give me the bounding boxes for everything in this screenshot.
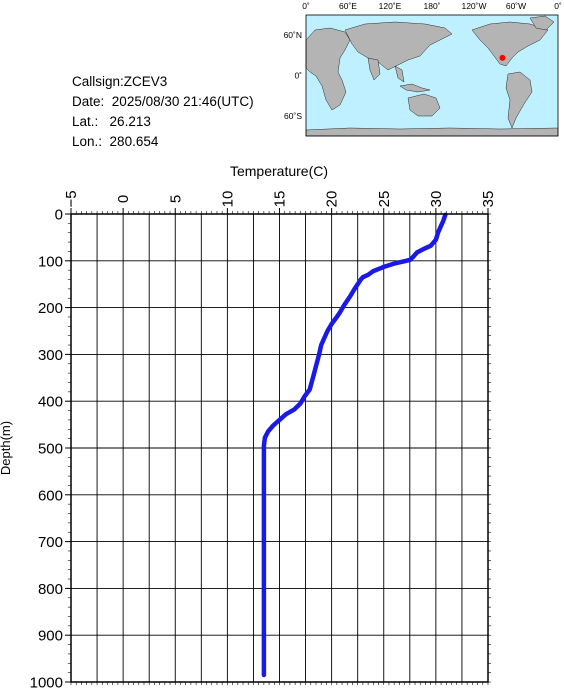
map-land-indonesia [399, 83, 431, 93]
map-lat-tick-label: 60˚S [284, 111, 302, 121]
x-tick-label: 25 [376, 191, 393, 208]
y-axis-label: Depth(m) [0, 421, 13, 475]
map-lon-tick-label: 120˚W [461, 1, 486, 11]
map-lon-tick-label: 60˚E [339, 1, 357, 11]
map-lon-tick-label: 180˚ [423, 1, 440, 11]
y-tick-label: 200 [38, 300, 63, 317]
map-lon-tick-label: 0˚ [554, 1, 562, 11]
lat-label: Lat.: [72, 114, 99, 129]
map-land-north-america [471, 21, 549, 67]
x-axis-ticks: −5 0 5 10 15 20 25 30 35 [63, 190, 497, 685]
lat-value: 26.213 [109, 114, 151, 129]
x-tick-label: 30 [428, 191, 445, 208]
x-tick-label: 0 [115, 195, 132, 203]
map-longitude-ticks: 0˚ 60˚E 120˚E 180˚ 120˚W 60˚W 0˚ [302, 1, 562, 11]
x-axis-label: Temperature(C) [230, 163, 328, 179]
temperature-profile-line [261, 212, 448, 678]
map-land-africa-europe [305, 27, 351, 111]
date-value: 2025/08/30 21:46(UTC) [111, 94, 254, 109]
map-lon-tick-label: 0˚ [302, 1, 310, 11]
location-marker [499, 54, 506, 61]
y-tick-label: 300 [38, 347, 63, 364]
map-land-south-asia [367, 57, 405, 83]
callsign-text: Callsign:ZCEV3 [72, 74, 168, 89]
y-tick-label: 600 [38, 487, 63, 504]
x-tick-label: 35 [480, 191, 497, 208]
y-tick-label: 0 [55, 207, 63, 224]
x-tick-label: 10 [219, 191, 236, 208]
y-tick-label: 400 [38, 394, 63, 411]
y-tick-label: 500 [38, 441, 63, 458]
x-tick-label: −5 [63, 190, 80, 207]
y-tick-label: 900 [38, 628, 63, 645]
map-latitude-ticks: 60˚N 0˚ 60˚S [284, 30, 303, 121]
map-land-south-america [505, 71, 533, 129]
plot-frame [70, 213, 489, 683]
lat-row: Lat.: 26.213 [72, 112, 254, 132]
map-land-greenland [529, 15, 555, 31]
map-lon-tick-label: 60˚W [506, 1, 526, 11]
y-tick-label: 700 [38, 534, 63, 551]
map-lon-tick-label: 120˚E [379, 1, 402, 11]
station-info: Callsign:ZCEV3 Date: 2025/08/30 21:46(UT… [72, 72, 254, 152]
map-lat-tick-label: 60˚N [284, 30, 302, 40]
x-tick-label: 5 [167, 195, 184, 203]
lon-value: 280.654 [109, 134, 159, 149]
map-lat-tick-label: 0˚ [294, 71, 302, 81]
date-label: Date: [72, 94, 105, 109]
map-land-australia [407, 93, 441, 117]
x-tick-label: 15 [272, 191, 289, 208]
map-frame [305, 14, 559, 137]
y-tick-label: 1000 [30, 675, 63, 690]
chart-grid [70, 213, 489, 683]
map-land [305, 15, 559, 137]
y-tick-label: 800 [38, 581, 63, 598]
x-tick-label: 20 [324, 191, 341, 208]
date-row: Date: 2025/08/30 21:46(UTC) [72, 92, 254, 112]
lon-row: Lon.: 280.654 [72, 132, 254, 152]
y-tick-label: 100 [38, 253, 63, 270]
lon-label: Lon.: [72, 134, 103, 149]
map-land-asia [344, 21, 453, 71]
